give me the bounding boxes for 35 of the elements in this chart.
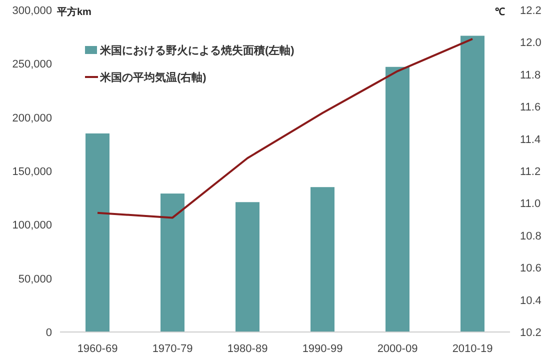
y-tick-label: 150,000: [12, 166, 52, 178]
y2-tick-label: 10.6: [520, 262, 542, 275]
y-tick-label: 50,000: [18, 273, 52, 286]
x-tick-label: 1980-89: [227, 343, 268, 355]
y2-tick-label: 11.4: [520, 134, 541, 146]
bar: [236, 202, 260, 332]
x-tick-label: 2000-09: [377, 343, 418, 355]
legend-label: 米国の平均気温(右軸): [99, 71, 207, 84]
legend-label: 米国における野火による焼失面積(左軸): [99, 44, 295, 57]
y2-tick-label: 12.2: [520, 5, 542, 17]
y2-tick-label: 12.0: [520, 37, 542, 50]
y-tick-label: 0: [46, 327, 52, 339]
line-series: [96, 38, 474, 219]
bar: [310, 187, 334, 332]
bar: [386, 66, 410, 332]
y2-tick-label: 10.2: [520, 327, 542, 339]
x-tick-label: 1960-69: [77, 343, 118, 355]
y-axis-title: 平方km: [56, 6, 92, 18]
bar: [86, 133, 110, 332]
y-tick-label: 250,000: [12, 58, 52, 71]
y2-tick-label: 11.0: [520, 198, 541, 210]
x-tick-label: 2010-19: [452, 343, 493, 355]
y-tick-label: 300,000: [12, 5, 52, 17]
y2-axis-title: ℃: [495, 7, 505, 18]
x-tick-label: 1990-99: [302, 343, 343, 355]
y-tick-label: 100,000: [12, 220, 52, 232]
y2-tick-label: 11.6: [520, 102, 541, 114]
y2-tick-label: 10.8: [520, 230, 542, 242]
bar: [160, 194, 184, 332]
y2-tick-label: 10.4: [520, 294, 542, 307]
y-tick-label: 200,000: [12, 112, 52, 124]
y2-tick-label: 11.8: [520, 69, 541, 82]
y2-tick-label: 11.2: [520, 166, 541, 178]
x-tick-label: 1970-79: [152, 343, 193, 355]
bar: [460, 36, 484, 332]
